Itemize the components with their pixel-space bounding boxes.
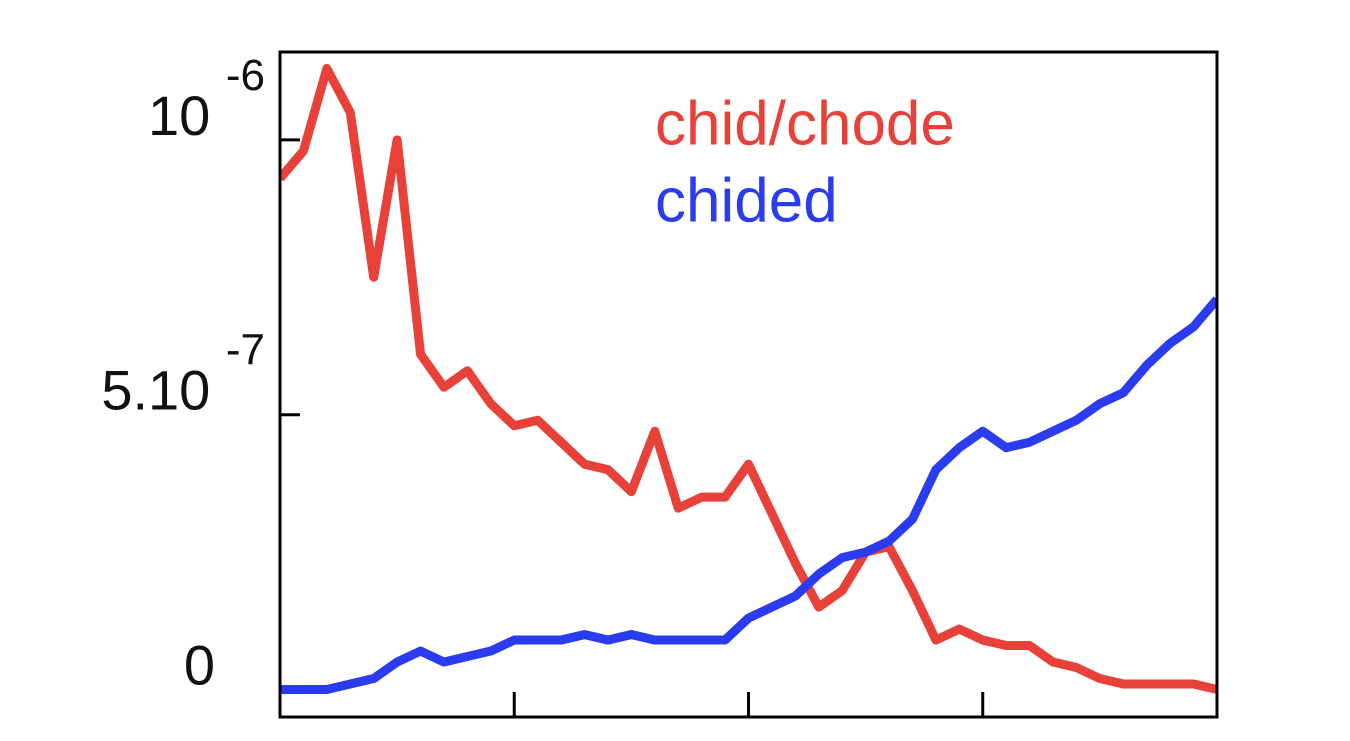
y-tick-label: 10 -6: [148, 51, 265, 147]
plot-area: [280, 63, 1217, 695]
y-tick-label: 5.10 -7: [101, 325, 265, 421]
legend-entry: chided: [655, 166, 838, 235]
y-tick-label: 0: [184, 633, 215, 696]
plot-frame: [278, 50, 1219, 719]
series-line: [280, 63, 1217, 694]
legend-entry: chid/chode: [655, 89, 955, 158]
series-line: [280, 296, 1217, 695]
